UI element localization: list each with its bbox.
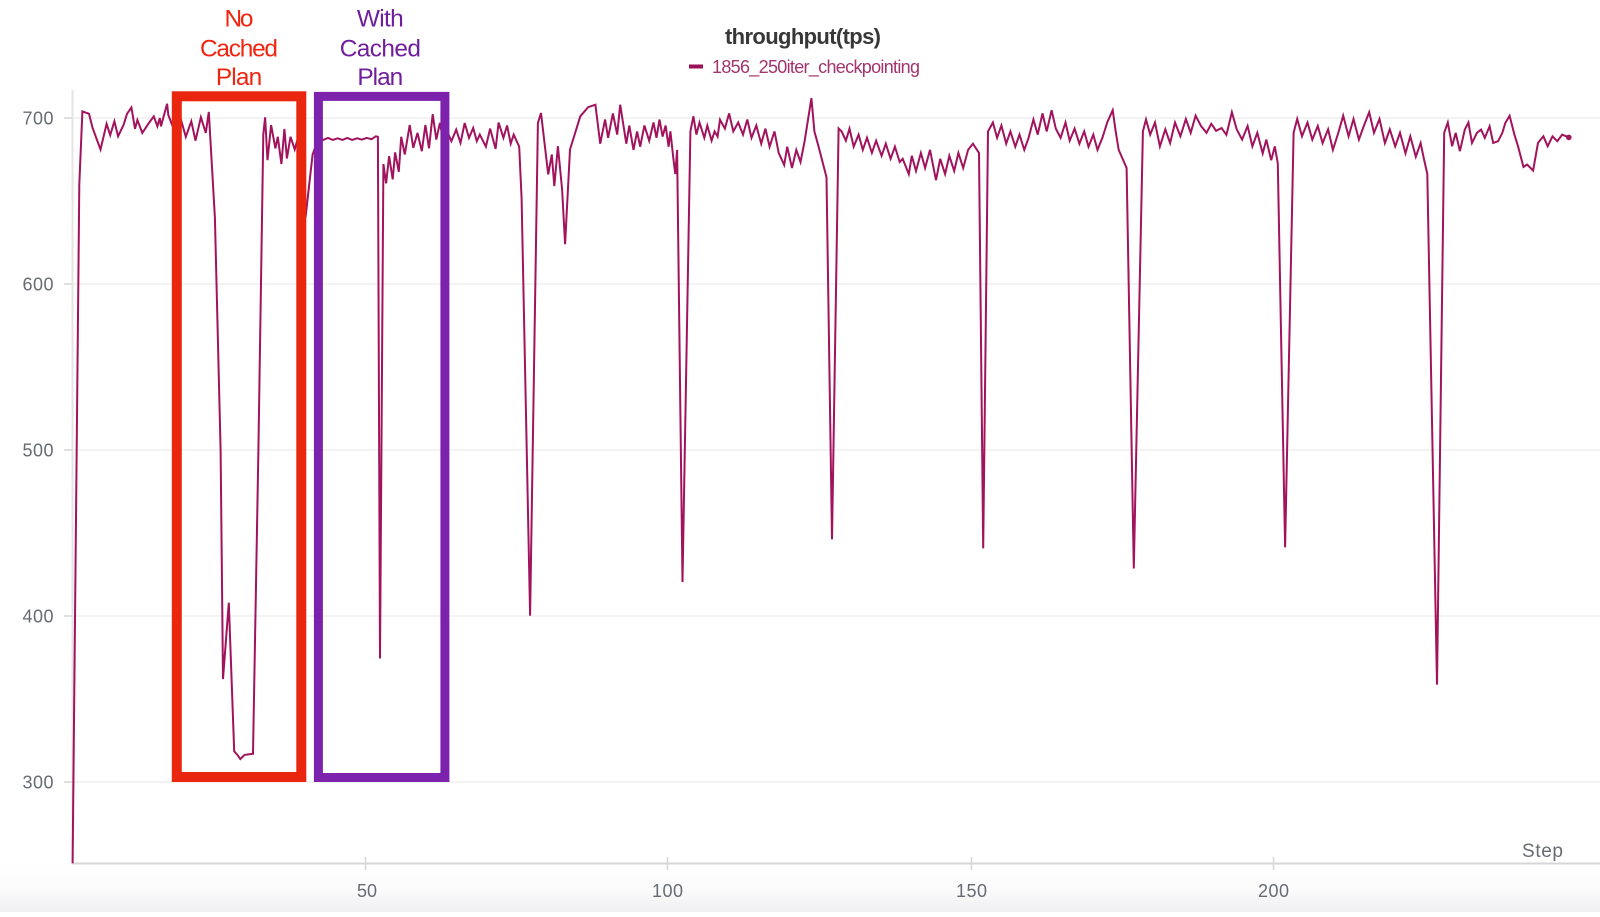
svg-text:150: 150 — [956, 881, 987, 901]
svg-text:700: 700 — [23, 109, 54, 129]
svg-text:Step: Step — [1522, 841, 1563, 862]
svg-text:throughput(tps): throughput(tps) — [725, 24, 881, 49]
svg-text:Cached: Cached — [340, 36, 421, 63]
svg-text:With: With — [357, 6, 404, 33]
svg-text:1856_250iter_checkpointing: 1856_250iter_checkpointing — [712, 57, 920, 78]
svg-text:No: No — [225, 6, 254, 33]
svg-text:300: 300 — [23, 773, 54, 793]
svg-text:200: 200 — [1258, 881, 1289, 901]
svg-text:100: 100 — [652, 881, 683, 901]
svg-text:600: 600 — [23, 275, 54, 295]
svg-text:Plan: Plan — [216, 64, 262, 91]
svg-text:Plan: Plan — [357, 64, 403, 91]
svg-text:400: 400 — [23, 607, 54, 627]
svg-text:500: 500 — [23, 441, 54, 461]
svg-text:Cached: Cached — [200, 36, 278, 63]
svg-text:50: 50 — [357, 881, 377, 901]
